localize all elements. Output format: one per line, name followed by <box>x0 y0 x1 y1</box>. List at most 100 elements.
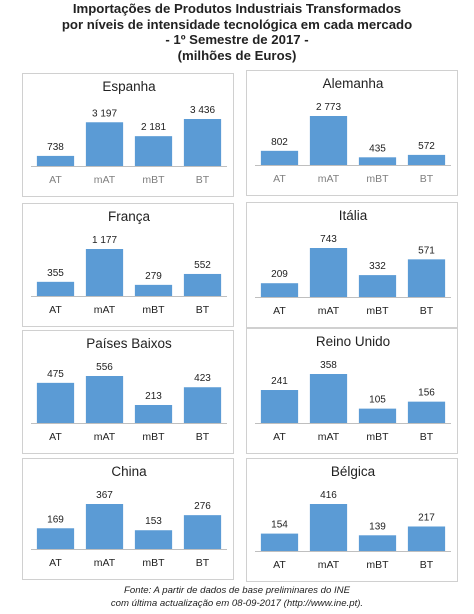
chart-panel-paises-baixos: Países Baixos 475 AT 556 mAT 213 mBT 423 BT <box>22 330 234 454</box>
bar-at <box>36 528 75 549</box>
bar-mbt <box>134 136 173 166</box>
x-tick-label: AT <box>273 559 286 571</box>
bar-mat <box>309 504 348 551</box>
title-line-1: Importações de Produtos Industriais Tran… <box>72 1 402 16</box>
data-label: 332 <box>369 261 386 272</box>
bar-mbt <box>358 535 397 551</box>
x-tick-label: BT <box>420 559 434 571</box>
bar-mat <box>309 248 348 297</box>
data-label: 2 773 <box>316 102 341 113</box>
source-line-1: Fonte: A partir de dados de base prelimi… <box>124 585 350 596</box>
bar-mat <box>309 116 348 165</box>
bar-at <box>260 533 299 551</box>
x-tick-label: AT <box>273 305 286 317</box>
x-tick-label: AT <box>49 557 62 569</box>
data-label: 169 <box>47 514 64 525</box>
bar-mbt <box>358 157 397 165</box>
x-tick-label: mAT <box>94 557 116 569</box>
chart-panel-china: China 169 AT 367 mAT 153 mBT 276 BT <box>22 458 234 580</box>
data-label: 279 <box>145 271 162 282</box>
bar-mat <box>85 122 124 166</box>
x-tick-label: AT <box>273 431 286 443</box>
x-tick-label: AT <box>273 173 286 185</box>
chart-title-alemanha: Alemanha <box>323 76 384 91</box>
data-label: 475 <box>47 369 64 380</box>
bar-bt <box>183 273 222 296</box>
data-label: 572 <box>418 141 435 152</box>
data-label: 276 <box>194 501 211 512</box>
data-label: 209 <box>271 269 288 280</box>
chart-title-reino-unido: Reino Unido <box>316 334 390 349</box>
x-tick-label: mBT <box>142 557 165 569</box>
x-tick-label: BT <box>420 431 434 443</box>
bar-mbt <box>358 275 397 297</box>
x-tick-label: mAT <box>318 431 340 443</box>
bar-mat <box>85 376 124 423</box>
data-label: 355 <box>47 268 64 279</box>
data-label: 571 <box>418 245 435 256</box>
bar-bt <box>407 154 446 165</box>
chart-svg-belgica: Bélgica 154 AT 416 mAT 139 mBT 217 BT <box>255 464 451 571</box>
x-tick-label: BT <box>196 174 210 186</box>
chart-panel-italia: Itália 209 AT 743 mAT 332 mBT 571 BT <box>246 202 458 328</box>
x-tick-label: mBT <box>366 431 389 443</box>
data-label: 3 436 <box>190 105 215 116</box>
data-label: 738 <box>47 142 64 153</box>
data-label: 367 <box>96 490 113 501</box>
chart-svg-italia: Itália 209 AT 743 mAT 332 mBT 571 BT <box>255 208 451 317</box>
chart-title-belgica: Bélgica <box>331 464 376 479</box>
x-tick-label: mBT <box>366 559 389 571</box>
x-tick-label: AT <box>49 431 62 443</box>
chart-svg-china: China 169 AT 367 mAT 153 mBT 276 BT <box>31 464 227 569</box>
data-label: 139 <box>369 521 386 532</box>
x-tick-label: mAT <box>94 431 116 443</box>
title-line-4: (milhões de Euros) <box>177 47 297 63</box>
data-label: 105 <box>369 395 386 406</box>
bar-mat <box>85 249 124 296</box>
bar-at <box>36 281 75 296</box>
x-tick-label: BT <box>196 431 210 443</box>
x-tick-label: BT <box>420 305 434 317</box>
chart-title-italia: Itália <box>339 208 368 223</box>
bar-at <box>260 283 299 297</box>
x-tick-label: BT <box>420 173 434 185</box>
bar-at <box>36 382 75 423</box>
x-tick-label: mBT <box>366 305 389 317</box>
chart-title-china: China <box>111 464 147 479</box>
x-tick-label: mBT <box>142 431 165 443</box>
chart-title-franca: França <box>108 209 151 224</box>
chart-svg-espanha: Espanha 738 AT 3 197 mAT 2 181 mBT 3 436 BT <box>31 79 227 186</box>
bar-mbt <box>134 404 173 423</box>
chart-svg-franca: França 355 AT 1 177 mAT 279 mBT 552 BT <box>31 209 227 316</box>
data-label: 358 <box>320 360 337 371</box>
data-label: 3 197 <box>92 108 117 119</box>
chart-svg-alemanha: Alemanha 802 AT 2 773 mAT 435 mBT 572 BT <box>255 76 451 185</box>
data-label: 743 <box>320 234 337 245</box>
bar-bt <box>183 515 222 549</box>
bar-bt <box>407 259 446 297</box>
data-label: 1 177 <box>92 235 117 246</box>
data-label: 154 <box>271 520 288 531</box>
x-tick-label: mAT <box>318 559 340 571</box>
chart-title: Importações de Produtos Industriais Tran… <box>0 1 474 63</box>
bar-mat <box>85 504 124 549</box>
chart-title-espanha: Espanha <box>102 79 156 94</box>
chart-title-paises-baixos: Países Baixos <box>86 336 172 351</box>
data-label: 423 <box>194 373 211 384</box>
source-note: Fonte: A partir de dados de base prelimi… <box>0 584 474 610</box>
x-tick-label: BT <box>196 304 210 316</box>
source-line-2: com última actualização em 08-09-2017 (h… <box>110 598 364 609</box>
x-tick-label: mAT <box>94 304 116 316</box>
chart-svg-paises-baixos: Países Baixos 475 AT 556 mAT 213 mBT 423 BT <box>31 336 227 443</box>
data-label: 241 <box>271 376 288 387</box>
bar-bt <box>407 401 446 423</box>
x-tick-label: mBT <box>366 173 389 185</box>
data-label: 416 <box>320 490 337 501</box>
data-label: 217 <box>418 512 435 523</box>
chart-panel-franca: França 355 AT 1 177 mAT 279 mBT 552 BT <box>22 203 234 327</box>
data-label: 435 <box>369 143 386 154</box>
x-tick-label: mBT <box>142 174 165 186</box>
x-tick-label: BT <box>196 557 210 569</box>
title-line-2: por níveis de intensidade tecnológica em… <box>61 16 413 32</box>
bar-bt <box>183 387 222 423</box>
